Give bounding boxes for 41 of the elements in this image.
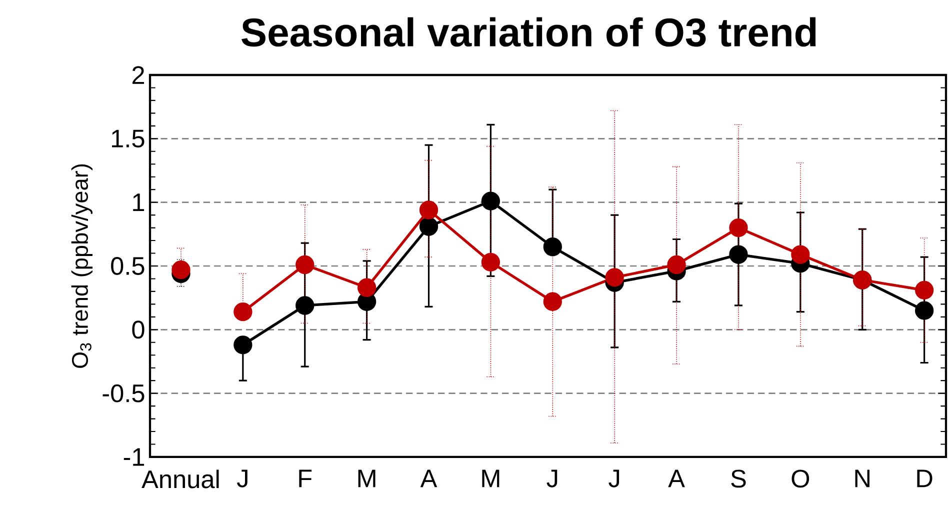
x-tick-label: J: [236, 470, 248, 488]
point: [914, 301, 934, 320]
y-tick-label: 2: [132, 66, 144, 84]
point: [543, 238, 562, 256]
x-tick-label: N: [855, 470, 870, 488]
point: [481, 252, 500, 272]
y-tick-label: 1.5: [112, 130, 144, 148]
x-tick-label: M: [358, 470, 376, 488]
point: [419, 217, 438, 236]
x-tick-label: S: [731, 470, 746, 488]
x-tick-label: A: [668, 470, 685, 488]
y-tick-label: 0: [132, 320, 144, 339]
x-tick-label: O: [792, 470, 810, 488]
y-tick-label: -1: [124, 448, 144, 466]
y-tick-label: 0.5: [111, 257, 144, 275]
point: [481, 192, 500, 210]
x-tick-label: D: [917, 470, 932, 488]
point: [605, 268, 624, 287]
point: [914, 280, 934, 300]
point: [729, 218, 748, 238]
x-tick-label: Annual: [142, 470, 219, 488]
point: [296, 296, 314, 315]
point: [791, 245, 810, 264]
x-tick-label: J: [608, 470, 620, 488]
x-tick-label: A: [420, 470, 438, 488]
point: [667, 255, 686, 274]
point: [729, 245, 748, 264]
chart-title: Seasonal variation of O3 trend: [242, 17, 816, 47]
x-tick-label: J: [546, 470, 558, 488]
point: [234, 302, 252, 322]
x-tick-label: M: [482, 470, 500, 488]
y-tick-label: -0.5: [102, 384, 144, 402]
y-tick-label: 1: [133, 194, 144, 212]
point: [419, 200, 438, 220]
point: [234, 336, 252, 354]
x-tick-label: F: [299, 470, 312, 488]
y-axis-title: O$_{3}$ trend (ppbv/year): [71, 164, 92, 368]
point: [296, 255, 314, 274]
point: [357, 278, 376, 297]
point: [172, 260, 190, 280]
point: [543, 292, 562, 311]
